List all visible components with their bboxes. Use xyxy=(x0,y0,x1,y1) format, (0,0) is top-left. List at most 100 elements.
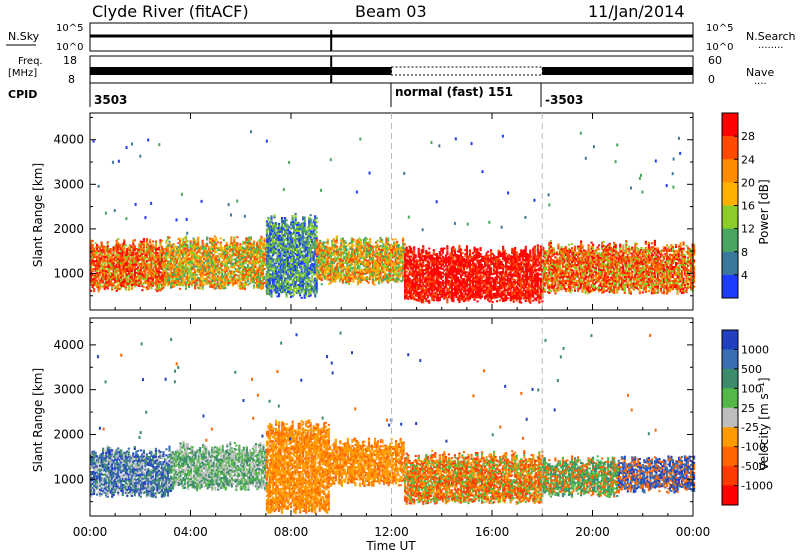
range-gate-cell xyxy=(332,262,335,265)
range-gate-cell xyxy=(203,251,206,254)
range-gate-cell xyxy=(100,255,103,258)
range-gate-cell xyxy=(402,253,405,256)
range-gate-cell xyxy=(416,277,419,280)
range-gate-cell xyxy=(405,254,408,257)
range-gate-cell xyxy=(233,242,236,245)
range-gate-cell xyxy=(189,242,192,245)
range-gate-cell xyxy=(303,292,306,295)
range-gate-cell xyxy=(213,281,216,284)
range-gate-cell xyxy=(96,259,99,263)
range-gate-cell xyxy=(396,240,399,243)
range-gate-cell xyxy=(181,276,185,279)
range-gate-cell xyxy=(183,237,186,240)
range-gate-cell xyxy=(222,249,225,252)
range-gate-cell xyxy=(343,245,346,248)
range-gate-cell xyxy=(103,267,106,270)
range-gate-cell xyxy=(296,292,299,295)
range-gate-cell xyxy=(123,253,126,256)
range-gate-cell xyxy=(228,281,231,284)
range-gate-cell xyxy=(276,239,279,242)
range-gate-cell xyxy=(139,256,142,259)
range-gate-cell xyxy=(201,265,204,268)
range-gate-cell xyxy=(362,246,366,249)
range-gate-cell xyxy=(163,262,167,265)
range-gate-cell xyxy=(213,283,216,286)
range-gate-cell xyxy=(411,295,414,298)
range-gate-cell xyxy=(300,246,303,249)
range-gate-cell xyxy=(299,260,302,263)
range-gate-cell xyxy=(166,262,170,265)
range-gate-cell xyxy=(280,231,284,234)
range-gate-cell xyxy=(352,268,355,271)
range-gate-cell xyxy=(159,271,162,274)
range-gate-cell xyxy=(270,277,273,280)
range-gate-cell xyxy=(426,274,429,277)
range-gate-cell xyxy=(124,244,127,247)
range-gate-cell xyxy=(435,279,438,282)
range-gate-cell xyxy=(240,245,243,248)
range-gate-cell xyxy=(132,247,135,250)
range-gate-cell xyxy=(138,275,141,278)
range-gate-cell xyxy=(380,244,384,247)
range-gate-cell xyxy=(257,268,260,271)
noise-tick-high-left: 10^5 xyxy=(56,23,83,34)
range-gate-cell xyxy=(305,241,308,244)
range-gate-cell xyxy=(271,228,275,231)
range-gate-cell xyxy=(393,243,396,246)
range-gate-cell xyxy=(112,282,115,285)
range-gate-cell xyxy=(148,249,151,252)
range-gate-cell xyxy=(323,241,326,244)
range-gate-cell xyxy=(100,245,103,248)
range-gate-cell xyxy=(306,286,309,289)
range-gate-cell xyxy=(349,280,352,283)
range-gate-cell xyxy=(294,212,297,215)
range-gate-cell xyxy=(219,263,222,266)
range-gate-cell xyxy=(192,275,195,278)
range-gate-cell xyxy=(117,280,120,283)
range-gate-cell xyxy=(233,266,236,269)
range-gate-cell xyxy=(260,247,263,250)
range-gate-cell xyxy=(141,241,144,244)
range-gate-cell xyxy=(308,277,311,280)
range-gate-cell xyxy=(361,244,364,247)
range-gate-cell xyxy=(148,241,151,244)
range-gate-cell xyxy=(121,272,124,275)
range-gate-cell xyxy=(174,269,177,272)
range-gate-cell xyxy=(97,286,100,289)
range-gate-cell xyxy=(359,247,363,250)
range-gate-cell xyxy=(216,277,219,280)
range-gate-cell xyxy=(118,274,121,277)
range-gate-cell xyxy=(386,237,390,240)
range-gate-cell xyxy=(151,278,155,281)
range-gate-cell xyxy=(138,257,141,260)
range-gate-cell xyxy=(147,269,150,272)
range-gate-cell xyxy=(100,257,103,260)
range-gate-cell xyxy=(183,245,186,248)
range-gate-cell xyxy=(270,221,273,224)
range-gate-cell xyxy=(129,278,132,281)
range-gate-cell xyxy=(221,276,224,279)
range-gate-cell xyxy=(120,274,123,277)
range-gate-cell xyxy=(189,260,192,263)
range-gate-cell xyxy=(251,263,254,266)
range-gate-cell xyxy=(222,281,225,284)
range-gate-cell xyxy=(334,272,337,275)
range-gate-cell xyxy=(293,259,296,262)
range-gate-cell xyxy=(120,278,123,281)
range-gate-cell xyxy=(441,279,444,282)
range-gate-cell xyxy=(132,245,135,248)
range-gate-cell xyxy=(329,259,332,262)
range-gate-cell xyxy=(359,257,363,260)
range-gate-cell xyxy=(187,251,191,254)
range-gate-cell xyxy=(341,237,344,240)
range-gate-cell xyxy=(446,287,449,290)
range-gate-cell xyxy=(109,268,112,271)
range-gate-cell xyxy=(435,289,438,292)
range-gate-cell xyxy=(224,251,227,254)
range-gate-cell xyxy=(127,266,130,269)
range-gate-cell xyxy=(331,270,334,273)
range-gate-cell xyxy=(408,287,411,290)
range-gate-cell xyxy=(90,243,93,246)
range-gate-cell xyxy=(108,258,111,261)
range-gate-cell xyxy=(94,250,97,253)
